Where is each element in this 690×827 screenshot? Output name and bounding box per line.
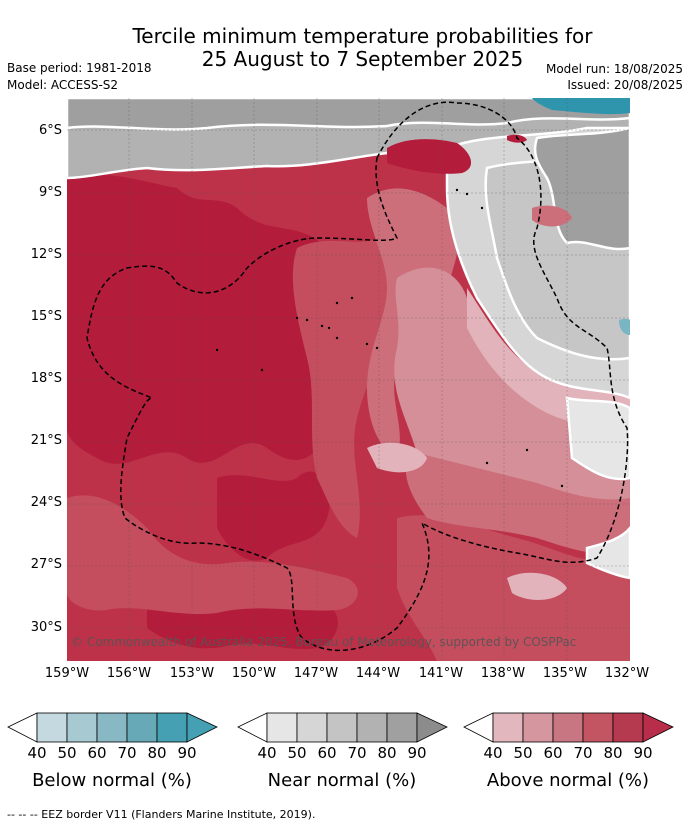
latitude-label: 24°S <box>30 495 62 510</box>
below-normal-legend-colorbar <box>7 712 218 743</box>
above-normal-legend-colorbar <box>463 712 674 743</box>
region-above-90-east-center <box>217 471 330 561</box>
legend-tick-label: 80 <box>147 744 167 762</box>
region-above-40-island-b <box>507 572 567 600</box>
legend-tick-label: 50 <box>513 744 533 762</box>
longitude-label: 153°W <box>169 666 215 681</box>
legend-tick-label: 80 <box>603 744 623 762</box>
model-run-label: Model run: 18/08/2025 <box>545 62 683 76</box>
legend-tick-label: 60 <box>317 744 337 762</box>
legend-swatch <box>552 712 584 743</box>
probability-map: © Commonwealth of Australia 2025, Bureau… <box>67 98 630 661</box>
longitude-label: 132°W <box>604 666 650 681</box>
eez-border-east <box>86 101 629 651</box>
legend-tick-label: 40 <box>257 744 277 762</box>
longitude-label: 150°W <box>231 666 277 681</box>
legend-tick-label: 80 <box>377 744 397 762</box>
map-title-line1: Tercile minimum temperature probabilitie… <box>132 24 593 48</box>
above-normal-legend-title: Above normal (%) <box>486 770 650 791</box>
region-above-60-east <box>405 455 630 555</box>
region-above-60-north-east-patch <box>532 205 572 227</box>
legend-tick-label: 90 <box>633 744 653 762</box>
region-above-40-east <box>467 288 630 428</box>
below-normal-legend-title: Below normal (%) <box>32 770 192 791</box>
legend-tick-label: 70 <box>347 744 367 762</box>
legend-tick-label: 90 <box>407 744 427 762</box>
island-markers <box>215 188 564 488</box>
longitude-label: 135°W <box>542 666 588 681</box>
issued-label: Issued: 20/08/2025 <box>567 78 683 92</box>
copyright-text: © Commonwealth of Australia 2025, Bureau… <box>71 635 576 649</box>
legend-swatch <box>66 712 98 743</box>
legend-arrow-low <box>237 712 268 743</box>
legend-arrow-high <box>416 712 448 743</box>
legend-tick-label: 40 <box>483 744 503 762</box>
legend-swatch <box>386 712 418 743</box>
legend-tick-label: 60 <box>87 744 107 762</box>
legend-tick-label: 70 <box>117 744 137 762</box>
latitude-label: 15°S <box>30 309 62 324</box>
latitude-label: 6°S <box>38 123 62 138</box>
legend-swatch <box>492 712 524 743</box>
longitude-label: 144°W <box>355 666 401 681</box>
legend-arrow-low <box>463 712 494 743</box>
region-near-southeast-light <box>565 396 630 481</box>
longitude-label: 159°W <box>44 666 90 681</box>
legend-swatch <box>582 712 614 743</box>
legend-swatch <box>296 712 328 743</box>
legend-swatch <box>156 712 188 743</box>
legend-tick-label: 50 <box>287 744 307 762</box>
region-near-north-dark <box>67 98 630 131</box>
map-svg: © Commonwealth of Australia 2025, Bureau… <box>67 98 630 661</box>
region-above-40-island-a <box>367 442 427 473</box>
legend-swatch <box>356 712 388 743</box>
eez-borders <box>86 101 629 651</box>
legend-swatch <box>612 712 644 743</box>
legend-tick-label: 60 <box>543 744 563 762</box>
legend-swatch <box>522 712 554 743</box>
near-normal-legend-title: Near normal (%) <box>267 770 417 791</box>
region-below-east-small <box>619 318 630 335</box>
longitude-label: 141°W <box>418 666 464 681</box>
latitude-label: 12°S <box>30 247 62 262</box>
legend-tick-label: 40 <box>27 744 47 762</box>
legend-swatch <box>326 712 358 743</box>
legend-swatch <box>36 712 68 743</box>
legend-tick-label: 90 <box>177 744 197 762</box>
longitude-label: 147°W <box>293 666 339 681</box>
legend-arrow-low <box>7 712 38 743</box>
model-label: Model: ACCESS-S2 <box>7 78 119 92</box>
near-normal-legend-colorbar <box>237 712 448 743</box>
latitude-label: 18°S <box>30 371 62 386</box>
longitude-label: 156°W <box>106 666 152 681</box>
region-above-70-center <box>292 238 401 538</box>
legend-arrow-high <box>642 712 674 743</box>
latitude-label: 30°S <box>30 620 62 635</box>
legend-tick-label: 70 <box>573 744 593 762</box>
eez-footnote: -- -- -- EEZ border V11 (Flanders Marine… <box>7 808 316 821</box>
legend-tick-label: 50 <box>57 744 77 762</box>
latitude-label: 21°S <box>30 433 62 448</box>
map-title-line2: 25 August to 7 September 2025 <box>201 47 524 71</box>
latitude-label: 27°S <box>30 557 62 572</box>
region-above-70-south <box>67 495 358 615</box>
legend-swatch <box>266 712 298 743</box>
legend-arrow-high <box>186 712 218 743</box>
base-period-label: Base period: 1981-2018 <box>7 61 152 75</box>
latitude-label: 9°S <box>38 185 62 200</box>
longitude-label: 138°W <box>480 666 526 681</box>
region-above-90-north-patch <box>387 139 472 174</box>
legend-swatch <box>96 712 128 743</box>
region-below-northeast <box>532 98 630 115</box>
legend-swatch <box>126 712 158 743</box>
